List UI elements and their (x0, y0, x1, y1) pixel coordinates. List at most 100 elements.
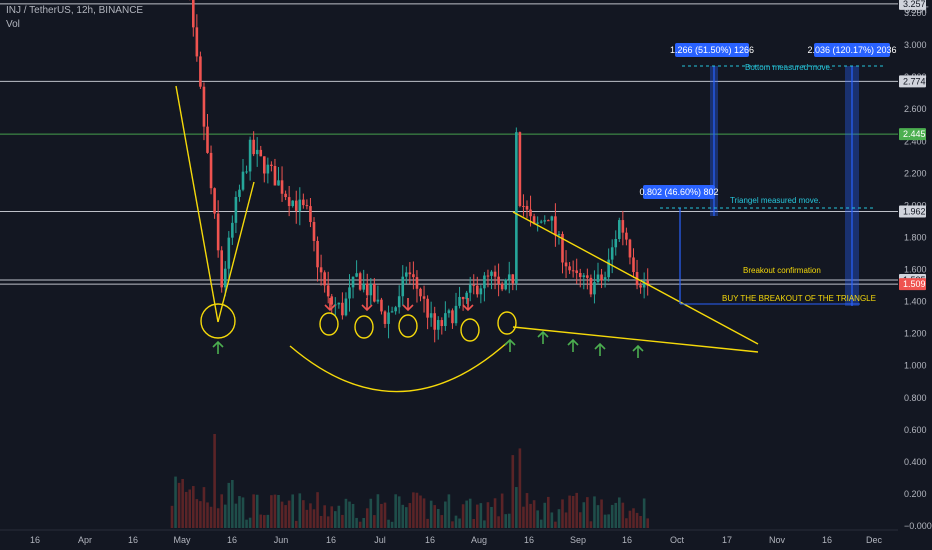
volume-bar (280, 501, 284, 528)
time-tick-label: 16 (128, 535, 138, 545)
volume-bar (419, 495, 422, 528)
time-tick-label: 16 (622, 535, 632, 545)
v-bottom-right-line (217, 181, 255, 323)
candle-body (383, 311, 387, 324)
volume-bar (557, 509, 561, 528)
candle-body (550, 216, 554, 221)
candle-body (365, 283, 369, 296)
volume-bar (440, 515, 444, 528)
volume-bar (373, 515, 376, 528)
candle-body (582, 275, 586, 278)
price-tick-label: 1.200 (904, 329, 927, 339)
volume-bar (543, 502, 547, 528)
candle-body (589, 277, 593, 295)
volume-bar (596, 505, 600, 528)
volume-bar (454, 515, 458, 528)
horizontal-levels (0, 3, 898, 285)
volume-bar (277, 494, 280, 528)
candle-body (429, 313, 433, 318)
volume-bar (571, 495, 575, 528)
candle-body (316, 240, 319, 268)
volume-bar (369, 498, 373, 528)
candle-body (610, 247, 614, 260)
price-tag-label: 3.257 (903, 0, 926, 9)
volume-bar (642, 498, 646, 528)
price-tag-label: 2.445 (903, 129, 926, 139)
candle-body (390, 311, 394, 313)
candle-body (334, 304, 337, 306)
volume-bar (181, 478, 184, 528)
candle-body (209, 152, 213, 189)
support-arrow-icon (594, 342, 606, 356)
candle-body (305, 205, 309, 207)
volume-bar (589, 521, 593, 528)
measure-label-total-bg (814, 43, 890, 57)
volume-bar (529, 503, 532, 528)
candle-body (323, 272, 326, 286)
candle-body (515, 132, 518, 284)
candle-body (277, 180, 280, 186)
candle-body (291, 200, 294, 206)
volume-bar (564, 512, 568, 528)
candle-body (309, 206, 312, 223)
volume-bar (383, 502, 387, 528)
candle-body (646, 280, 649, 286)
support-touch-circle (460, 318, 480, 342)
volume-bar (213, 433, 216, 528)
candles (189, 0, 649, 343)
candle-body (433, 313, 436, 330)
candle-body (192, 0, 195, 28)
candle-body (504, 279, 507, 290)
volume-bar (603, 514, 607, 528)
price-tick-label: 1.800 (904, 232, 927, 242)
volume-bar (238, 496, 241, 528)
price-tick-label: 2.000 (904, 200, 927, 210)
volume-bar (202, 487, 206, 528)
candle-body (231, 222, 234, 238)
volume-bar (270, 495, 273, 528)
candle-body (248, 139, 252, 172)
volume-bar (312, 509, 316, 528)
time-tick-label: Jul (374, 535, 386, 545)
volume-bar (578, 512, 582, 528)
support-touch-circle (319, 312, 339, 336)
candle-body (529, 209, 532, 217)
volume-bar (600, 499, 603, 528)
support-arrow-icon (537, 330, 549, 344)
time-tick-label: 16 (822, 535, 832, 545)
candle-body (302, 199, 305, 206)
price-tick-label: 2.400 (904, 136, 927, 146)
volume-bar (465, 500, 468, 528)
candle-body (493, 271, 497, 277)
volume-bar (302, 500, 305, 528)
volume-bar (209, 506, 213, 528)
candle-body (522, 205, 525, 207)
price-tick-label: 0.800 (904, 393, 927, 403)
candle-body (312, 222, 316, 241)
candle-body (330, 296, 334, 305)
candle-body (213, 188, 216, 214)
volume-bar (401, 504, 405, 528)
measure-label-total: 2.036 (120.17%) 2036 (807, 45, 896, 55)
candle-body (380, 299, 383, 312)
volume-bar (554, 521, 557, 528)
candle-body (586, 275, 589, 278)
volume-bar (358, 521, 362, 528)
candle-body (564, 262, 568, 267)
volume-bar (319, 516, 323, 528)
candle-body (500, 283, 504, 290)
time-tick-label: 16 (524, 535, 534, 545)
candle-body (373, 284, 376, 302)
resistance-arrow-icon (361, 298, 373, 312)
resistance-arrow-icon (462, 298, 474, 312)
candle-body (621, 220, 625, 233)
candle-body (532, 216, 536, 224)
volume-bars (170, 433, 649, 528)
candle-body (351, 276, 355, 288)
volume-bar (444, 501, 447, 528)
volume-bar (568, 495, 571, 528)
candle-body (465, 292, 468, 300)
time-tick-label: Oct (670, 535, 685, 545)
